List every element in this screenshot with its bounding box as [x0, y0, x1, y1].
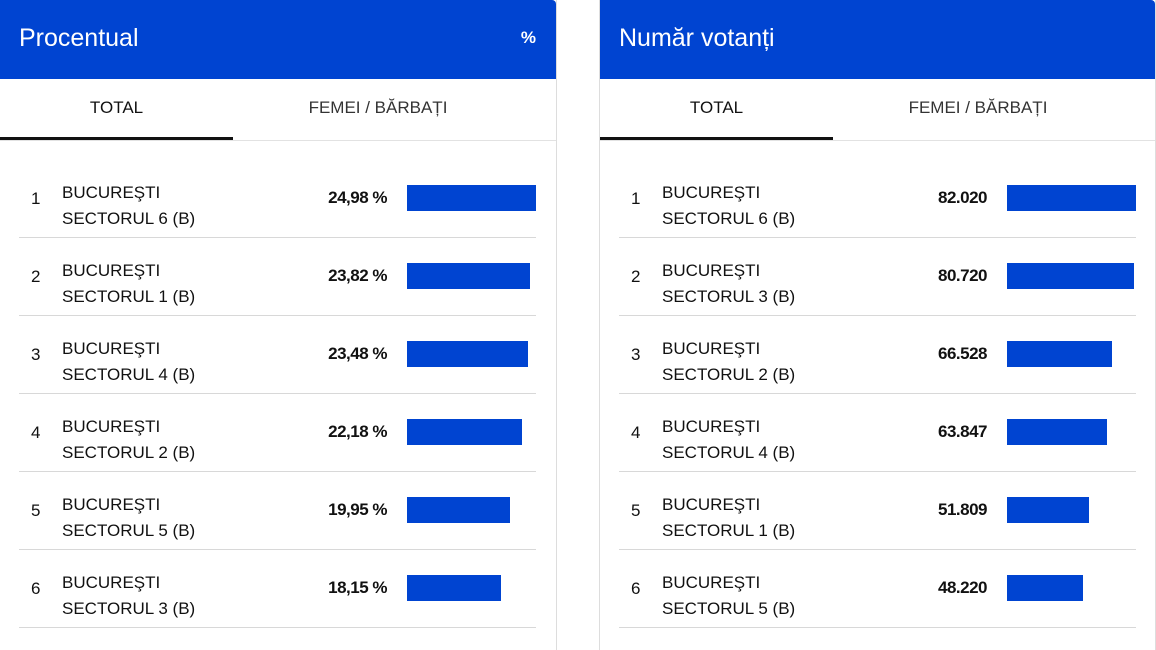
sector: SECTORUL 6 (B) — [662, 209, 796, 228]
tab-total[interactable]: TOTAL — [0, 79, 233, 140]
value: 22,18 % — [328, 422, 387, 441]
city: BUCUREŞTI — [62, 417, 161, 436]
city: BUCUREŞTI — [62, 573, 161, 592]
panel-title: Procentual — [19, 24, 139, 52]
value-bar — [407, 575, 501, 601]
sector: SECTORUL 2 (B) — [662, 365, 796, 384]
list-item: 1 BUCUREŞTI SECTORUL 6 (B) 82.020 — [619, 160, 1136, 238]
city: BUCUREŞTI — [662, 417, 761, 436]
sector: SECTORUL 3 (B) — [662, 287, 796, 306]
rank: 3 — [631, 345, 641, 364]
value: 66.528 — [938, 344, 988, 363]
city: BUCUREŞTI — [62, 495, 161, 514]
sector: SECTORUL 6 (B) — [62, 209, 196, 228]
tab-women-men[interactable]: FEMEI / BĂRBAȚI — [908, 98, 1048, 117]
district-name: BUCUREŞTI SECTORUL 3 (B) — [62, 570, 195, 622]
city: BUCUREŞTI — [662, 183, 761, 202]
district-name: BUCUREŞTI SECTORUL 4 (B) — [662, 414, 795, 466]
rank: 6 — [631, 579, 641, 598]
sector: SECTORUL 1 (B) — [62, 287, 196, 306]
value-bar — [1007, 419, 1108, 445]
rank: 4 — [31, 423, 41, 442]
district-name: BUCUREŞTI SECTORUL 2 (B) — [662, 336, 795, 388]
sector: SECTORUL 4 (B) — [62, 365, 196, 384]
district-name: BUCUREŞTI SECTORUL 6 (B) — [62, 180, 195, 232]
value: 63.847 — [938, 422, 988, 441]
panel-title: Număr votanți — [619, 24, 775, 52]
city: BUCUREŞTI — [62, 261, 161, 280]
sector: SECTORUL 3 (B) — [62, 599, 196, 618]
value-bar — [1007, 185, 1136, 211]
rank: 1 — [31, 189, 41, 208]
rank: 2 — [631, 267, 641, 286]
value: 51.809 — [938, 500, 988, 519]
district-name: BUCUREŞTI SECTORUL 4 (B) — [62, 336, 195, 388]
sector: SECTORUL 4 (B) — [662, 443, 796, 462]
voters-panel: Număr votanți TOTAL FEMEI / BĂRBAȚI 1 BU… — [599, 0, 1156, 650]
value-bar — [407, 185, 536, 211]
list-item: 1 BUCUREŞTI SECTORUL 6 (B) 24,98 % — [19, 160, 536, 238]
ranking-list: 1 BUCUREŞTI SECTORUL 6 (B) 82.020 2 BUCUR… — [619, 160, 1136, 628]
value: 24,98 % — [328, 188, 387, 207]
panel-header: Procentual % — [0, 0, 556, 79]
rank: 4 — [631, 423, 641, 442]
ranking-list: 1 BUCUREŞTI SECTORUL 6 (B) 24,98 % 2 BUCU… — [19, 160, 536, 628]
percent-panel: Procentual % TOTAL FEMEI / BĂRBAȚI 1 BUC… — [0, 0, 557, 650]
list-item: 5 BUCUREŞTI SECTORUL 1 (B) 51.809 — [619, 472, 1136, 550]
unit-label: % — [520, 28, 536, 47]
sector: SECTORUL 1 (B) — [662, 521, 796, 540]
value: 23,82 % — [328, 266, 387, 285]
rank: 5 — [631, 501, 641, 520]
value-bar — [407, 497, 510, 523]
list-item: 3 BUCUREŞTI SECTORUL 2 (B) 66.528 — [619, 316, 1136, 394]
tabs: TOTAL FEMEI / BĂRBAȚI — [600, 79, 1155, 141]
rank: 5 — [31, 501, 41, 520]
list-item: 6 BUCUREŞTI SECTORUL 5 (B) 48.220 — [619, 550, 1136, 628]
value-bar — [407, 263, 530, 289]
list-item: 2 BUCUREŞTI SECTORUL 1 (B) 23,82 % — [19, 238, 536, 316]
value: 23,48 % — [328, 344, 387, 363]
list-item: 3 BUCUREŞTI SECTORUL 4 (B) 23,48 % — [19, 316, 536, 394]
value-bar — [1007, 263, 1134, 289]
value-bar — [1007, 497, 1089, 523]
district-name: BUCUREŞTI SECTORUL 3 (B) — [662, 258, 795, 310]
list-item: 4 BUCUREŞTI SECTORUL 4 (B) 63.847 — [619, 394, 1136, 472]
sector: SECTORUL 2 (B) — [62, 443, 196, 462]
value: 48.220 — [938, 578, 988, 597]
district-name: BUCUREŞTI SECTORUL 6 (B) — [662, 180, 795, 232]
city: BUCUREŞTI — [62, 183, 161, 202]
rank: 6 — [31, 579, 41, 598]
value: 18,15 % — [328, 578, 387, 597]
tab-total[interactable]: TOTAL — [600, 79, 833, 140]
district-name: BUCUREŞTI SECTORUL 2 (B) — [62, 414, 195, 466]
panel-header: Număr votanți — [600, 0, 1155, 79]
value-bar — [1007, 341, 1112, 367]
value-bar — [1007, 575, 1083, 601]
city: BUCUREŞTI — [62, 339, 161, 358]
list-item: 2 BUCUREŞTI SECTORUL 3 (B) 80.720 — [619, 238, 1136, 316]
value: 82.020 — [938, 188, 988, 207]
city: BUCUREŞTI — [662, 495, 761, 514]
list-item: 6 BUCUREŞTI SECTORUL 3 (B) 18,15 % — [19, 550, 536, 628]
city: BUCUREŞTI — [662, 339, 761, 358]
district-name: BUCUREŞTI SECTORUL 1 (B) — [62, 258, 195, 310]
list-item: 5 BUCUREŞTI SECTORUL 5 (B) 19,95 % — [19, 472, 536, 550]
district-name: BUCUREŞTI SECTORUL 5 (B) — [62, 492, 195, 544]
rank: 1 — [631, 189, 641, 208]
tab-women-men[interactable]: FEMEI / BĂRBAȚI — [308, 98, 448, 117]
rank: 3 — [31, 345, 41, 364]
tabs: TOTAL FEMEI / BĂRBAȚI — [0, 79, 556, 141]
city: BUCUREŞTI — [662, 573, 761, 592]
district-name: BUCUREŞTI SECTORUL 5 (B) — [662, 570, 795, 622]
value-bar — [407, 341, 529, 367]
city: BUCUREŞTI — [662, 261, 761, 280]
value-bar — [407, 419, 522, 445]
value: 19,95 % — [328, 500, 387, 519]
district-name: BUCUREŞTI SECTORUL 1 (B) — [662, 492, 795, 544]
rank: 2 — [31, 267, 41, 286]
sector: SECTORUL 5 (B) — [62, 521, 196, 540]
value: 80.720 — [938, 266, 988, 285]
sector: SECTORUL 5 (B) — [662, 599, 796, 618]
list-item: 4 BUCUREŞTI SECTORUL 2 (B) 22,18 % — [19, 394, 536, 472]
